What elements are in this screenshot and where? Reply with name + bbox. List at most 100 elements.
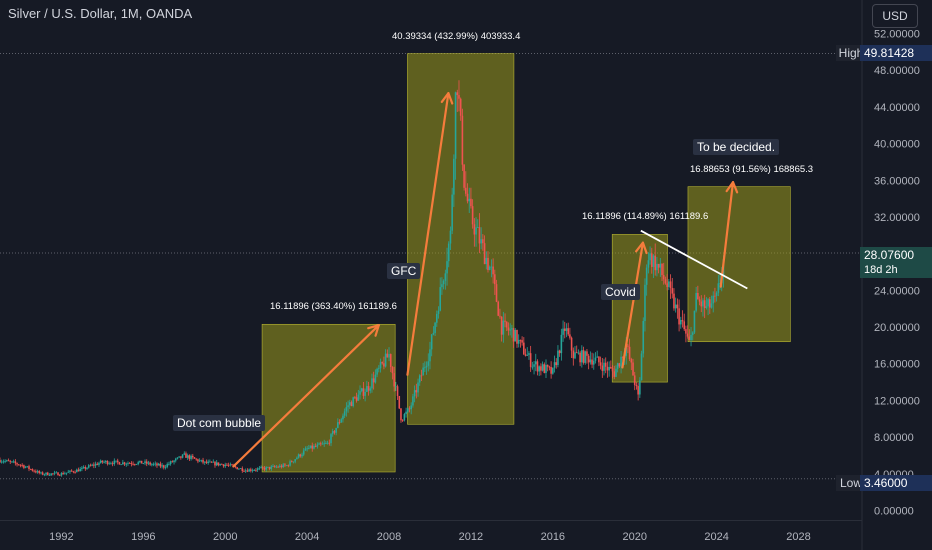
candle-body bbox=[563, 328, 566, 331]
candle-body bbox=[384, 353, 387, 367]
candle-body bbox=[364, 391, 366, 396]
current-price-tag: 28.07600 bbox=[860, 247, 932, 263]
trend-arrow-head bbox=[725, 181, 739, 194]
candle-body bbox=[246, 470, 249, 472]
candle-body bbox=[528, 353, 530, 355]
candle-body bbox=[318, 443, 320, 445]
candle-body bbox=[222, 464, 225, 467]
candle-body bbox=[161, 465, 163, 467]
candle-body bbox=[140, 460, 143, 464]
trend-arrow-head bbox=[440, 92, 454, 105]
candle-body bbox=[705, 306, 708, 308]
candle-body bbox=[279, 465, 281, 468]
candle-body bbox=[321, 443, 324, 445]
candle-body bbox=[174, 458, 177, 461]
candle-body bbox=[362, 388, 365, 396]
candle-body bbox=[203, 461, 206, 463]
candle-body bbox=[89, 465, 92, 467]
candle-body bbox=[565, 328, 568, 331]
candle-body bbox=[449, 230, 452, 244]
candle-body bbox=[340, 419, 343, 423]
candle-body bbox=[151, 464, 153, 466]
candle-body bbox=[599, 362, 602, 366]
candle-body bbox=[40, 472, 42, 474]
candle-body bbox=[502, 320, 505, 335]
candle-body bbox=[678, 308, 680, 325]
candle-body bbox=[703, 300, 706, 308]
candle-body bbox=[702, 300, 704, 307]
currency-selector[interactable]: USD bbox=[872, 4, 918, 28]
candle-body bbox=[75, 469, 78, 473]
candle-body bbox=[654, 255, 657, 271]
annotation-dotcom[interactable]: Dot com bubble bbox=[173, 415, 266, 431]
countdown-tag: 18d 2h bbox=[860, 262, 932, 278]
candle-body bbox=[550, 367, 552, 374]
candle-body bbox=[224, 464, 227, 467]
candle-body bbox=[104, 460, 107, 462]
candle-body bbox=[221, 463, 223, 465]
candle-body bbox=[553, 362, 556, 368]
candle-body bbox=[642, 321, 645, 354]
candle-body bbox=[302, 450, 305, 455]
annotation-gfc[interactable]: GFC bbox=[387, 263, 421, 279]
candle-body bbox=[209, 461, 211, 463]
candle-body bbox=[630, 358, 633, 363]
candle-body bbox=[666, 283, 668, 287]
trend-arrow bbox=[406, 92, 450, 376]
candle-body bbox=[434, 322, 436, 333]
candle-body bbox=[488, 266, 491, 271]
candle-body bbox=[319, 443, 322, 445]
candle-body bbox=[23, 465, 25, 468]
candle-body bbox=[635, 384, 638, 387]
candle-body bbox=[541, 364, 544, 371]
candle-body bbox=[238, 468, 240, 470]
annotation-covid[interactable]: Covid bbox=[601, 284, 640, 300]
candle-body bbox=[229, 464, 232, 466]
candle-body bbox=[664, 279, 667, 284]
candle-body bbox=[490, 266, 493, 268]
candle-body bbox=[627, 345, 629, 347]
candle-body bbox=[58, 475, 61, 477]
candle-body bbox=[427, 361, 430, 366]
candle-body bbox=[147, 462, 150, 464]
candle-body bbox=[398, 395, 401, 409]
trend-arrow-head bbox=[367, 324, 380, 337]
candle-body bbox=[628, 346, 631, 359]
candle-body bbox=[142, 463, 145, 464]
candle-body bbox=[207, 461, 209, 463]
candle-body bbox=[93, 464, 95, 466]
low-label: Low bbox=[836, 475, 866, 491]
candle-body bbox=[389, 354, 392, 368]
candle-body bbox=[591, 359, 593, 365]
candle-body bbox=[707, 299, 709, 307]
candle-body bbox=[173, 460, 175, 463]
x-tick-label: 1992 bbox=[49, 531, 73, 543]
candle-body bbox=[297, 454, 300, 458]
candle-body bbox=[17, 464, 20, 466]
candle-body bbox=[616, 363, 619, 369]
annotation-to-be-decided[interactable]: To be decided. bbox=[693, 139, 780, 155]
candle-body bbox=[45, 472, 47, 475]
candle-body bbox=[64, 473, 66, 475]
candle-body bbox=[343, 411, 346, 416]
y-tick-label: 40.00000 bbox=[874, 139, 920, 151]
candle-body bbox=[613, 371, 616, 377]
candle-body bbox=[676, 304, 679, 309]
candle-body bbox=[454, 92, 457, 159]
candle-body bbox=[258, 467, 261, 469]
candle-body bbox=[67, 471, 70, 473]
candle-body bbox=[422, 367, 424, 376]
candle-body bbox=[355, 397, 358, 401]
candle-body bbox=[526, 354, 529, 356]
candle-body bbox=[369, 388, 372, 391]
candle-body bbox=[72, 471, 75, 473]
candle-body bbox=[21, 464, 23, 466]
y-tick-label: 52.00000 bbox=[874, 29, 920, 41]
candle-body bbox=[52, 473, 54, 475]
candle-body bbox=[456, 92, 459, 96]
candle-body bbox=[43, 474, 46, 476]
candle-body bbox=[545, 364, 547, 373]
candle-body bbox=[531, 366, 534, 368]
candle-body bbox=[412, 396, 414, 406]
